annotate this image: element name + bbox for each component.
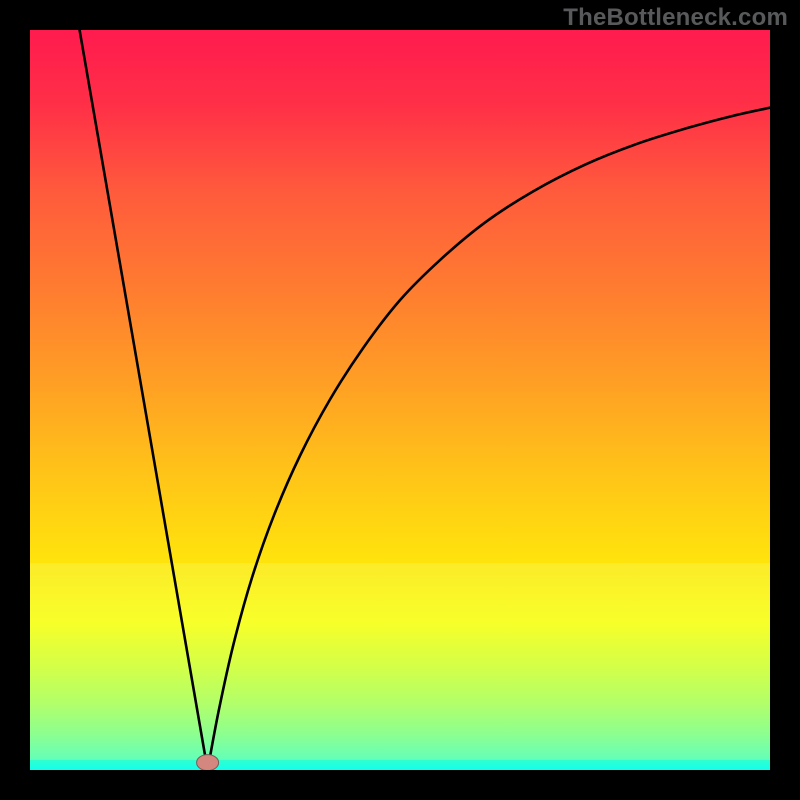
watermark-text: TheBottleneck.com: [563, 4, 788, 32]
bottleneck-chart: [0, 0, 800, 800]
optimum-marker: [197, 755, 219, 771]
chart-canvas: TheBottleneck.com: [0, 0, 800, 800]
glow-band: [30, 563, 770, 760]
